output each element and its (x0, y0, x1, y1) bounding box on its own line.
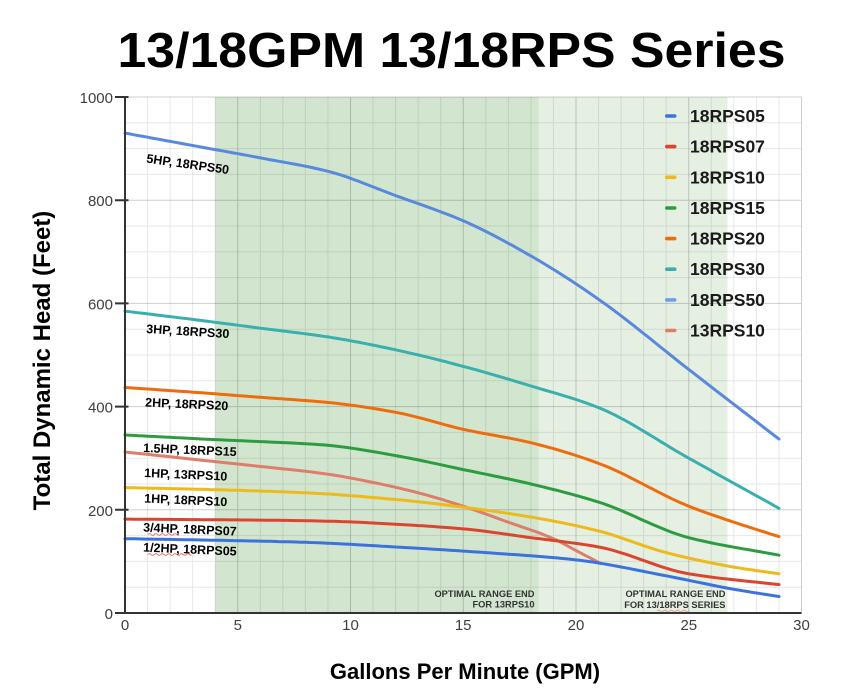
svg-text:1/2HP, 18RPS05: 1/2HP, 18RPS05 (143, 541, 237, 559)
svg-text:20: 20 (568, 617, 585, 634)
svg-text:15: 15 (455, 617, 472, 634)
svg-text:OPTIMAL RANGE END: OPTIMAL RANGE END (625, 589, 725, 599)
svg-text:13/18GPM 13/18RPS Series: 13/18GPM 13/18RPS Series (118, 24, 786, 78)
svg-text:2HP, 18RPS20: 2HP, 18RPS20 (145, 396, 229, 414)
svg-text:30: 30 (793, 617, 810, 634)
svg-text:1000: 1000 (80, 90, 113, 107)
svg-text:18RPS20: 18RPS20 (690, 229, 765, 249)
svg-text:18RPS10: 18RPS10 (690, 167, 765, 187)
svg-text:1HP, 18RPS10: 1HP, 18RPS10 (144, 492, 228, 510)
svg-text:18RPS07: 18RPS07 (690, 137, 765, 157)
svg-text:13RPS10: 13RPS10 (690, 321, 765, 341)
svg-text:Total Dynamic Head (Feet): Total Dynamic Head (Feet) (29, 211, 56, 511)
svg-text:1.5HP, 18RPS15: 1.5HP, 18RPS15 (143, 441, 237, 459)
svg-text:600: 600 (88, 296, 113, 313)
svg-text:18RPS05: 18RPS05 (690, 106, 765, 126)
svg-text:18RPS50: 18RPS50 (690, 290, 765, 310)
svg-text:1HP, 13RPS10: 1HP, 13RPS10 (144, 466, 228, 484)
svg-text:FOR 13/18RPS SERIES: FOR 13/18RPS SERIES (624, 600, 725, 610)
svg-text:18RPS15: 18RPS15 (690, 198, 765, 218)
svg-text:5: 5 (234, 617, 242, 634)
svg-text:Gallons Per Minute (GPM): Gallons Per Minute (GPM) (330, 659, 600, 684)
svg-text:10: 10 (342, 617, 359, 634)
svg-text:3HP, 18RPS30: 3HP, 18RPS30 (146, 322, 230, 341)
svg-text:200: 200 (88, 503, 113, 520)
svg-text:800: 800 (88, 193, 113, 210)
svg-text:25: 25 (680, 617, 697, 634)
svg-text:0: 0 (105, 606, 113, 623)
svg-text:400: 400 (88, 400, 113, 417)
svg-text:OPTIMAL RANGE END: OPTIMAL RANGE END (434, 589, 534, 599)
svg-text:0: 0 (121, 617, 129, 634)
svg-text:3/4HP, 18RPS07: 3/4HP, 18RPS07 (143, 521, 237, 539)
svg-text:18RPS30: 18RPS30 (690, 259, 765, 279)
svg-text:FOR 13RPS10: FOR 13RPS10 (472, 600, 534, 610)
